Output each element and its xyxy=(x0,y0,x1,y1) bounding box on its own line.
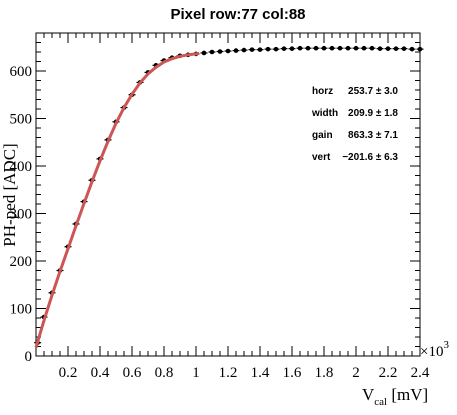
x-axis-label-sub: cal xyxy=(374,396,387,408)
data-point xyxy=(200,50,208,56)
data-point xyxy=(256,47,264,52)
fit-param-value: −201.6 ± 6.3 xyxy=(342,152,398,163)
x-tick-label: 2.2 xyxy=(379,365,398,381)
data-point xyxy=(296,45,304,51)
x-tick-label: 0.6 xyxy=(123,365,142,381)
data-point xyxy=(264,46,272,52)
data-point xyxy=(216,49,224,54)
data-point xyxy=(344,45,352,51)
data-point xyxy=(312,45,320,51)
x-axis-label-unit: [mV] xyxy=(387,385,428,404)
y-axis-ticks xyxy=(36,32,420,357)
x-axis-ticks xyxy=(35,33,421,356)
x-tick-label: 0.2 xyxy=(59,365,78,381)
data-point xyxy=(328,45,336,51)
fit-curve xyxy=(34,51,200,348)
chart-title: Pixel row:77 col:88 xyxy=(170,6,305,23)
data-point xyxy=(232,48,240,53)
fit-param-value: 253.7 ± 3.0 xyxy=(348,86,398,97)
x-tick-label: 1.2 xyxy=(219,365,238,381)
fit-param-name: gain xyxy=(312,130,333,141)
y-tick-label: 600 xyxy=(10,64,33,80)
data-point xyxy=(280,46,288,51)
fit-stats-box: horz 253.7 ± 3.0 width 209.9 ± 1.8 gain 863.3… xyxy=(311,86,398,163)
x-tick-label: 0.4 xyxy=(91,365,110,381)
y-axis-label: PH-ped [ADC] xyxy=(0,143,19,246)
data-point xyxy=(248,47,256,52)
data-point xyxy=(408,46,416,52)
data-point xyxy=(208,49,216,55)
data-point xyxy=(336,45,344,51)
x-axis-multiplier: ×103 xyxy=(420,339,449,360)
data-point xyxy=(288,46,296,51)
x-axis-tick-labels: 0.2 0.4 0.6 0.8 1 1.2 1.4 1.6 1.8 2 2.2 2.4 xyxy=(59,365,430,381)
data-point xyxy=(416,46,424,52)
x-axis-label: Vcal [mV] xyxy=(362,385,428,408)
data-point xyxy=(368,45,376,51)
data-point xyxy=(384,46,392,51)
x-tick-label: 1.8 xyxy=(315,365,334,381)
y-tick-label: 200 xyxy=(10,254,33,270)
plot-frame xyxy=(35,32,421,357)
data-point xyxy=(352,45,360,51)
data-point xyxy=(392,46,400,51)
x-tick-label: 2 xyxy=(352,365,360,381)
y-tick-label: 400 xyxy=(10,159,33,175)
x-axis-multiplier-base: ×10 xyxy=(420,344,443,360)
x-tick-label: 1 xyxy=(192,365,200,381)
fit-param-name: horz xyxy=(312,86,333,97)
data-point xyxy=(376,46,384,51)
x-tick-label: 1.4 xyxy=(251,365,270,381)
fit-param-name: width xyxy=(311,108,338,119)
y-tick-label: 500 xyxy=(10,112,33,128)
data-point xyxy=(400,46,408,51)
data-point xyxy=(360,45,368,51)
y-tick-label: 100 xyxy=(10,302,33,318)
data-point xyxy=(224,48,232,54)
x-tick-label: 1.6 xyxy=(283,365,302,381)
y-tick-label: 0 xyxy=(25,349,33,365)
x-axis-label-main: V xyxy=(362,385,375,404)
x-tick-label: 2.4 xyxy=(411,365,430,381)
data-point xyxy=(240,47,248,53)
fit-param-value: 209.9 ± 1.8 xyxy=(348,108,398,119)
x-axis-multiplier-exp: 3 xyxy=(443,339,449,351)
data-point xyxy=(320,45,328,51)
y-tick-label: 300 xyxy=(10,207,33,223)
y-axis-tick-labels: 0 100 200 300 400 500 600 xyxy=(10,64,33,365)
x-tick-label: 0.8 xyxy=(155,365,174,381)
fit-param-value: 863.3 ± 7.1 xyxy=(348,130,398,141)
fit-param-name: vert xyxy=(312,152,331,163)
data-point xyxy=(304,45,312,51)
data-point xyxy=(272,46,280,52)
